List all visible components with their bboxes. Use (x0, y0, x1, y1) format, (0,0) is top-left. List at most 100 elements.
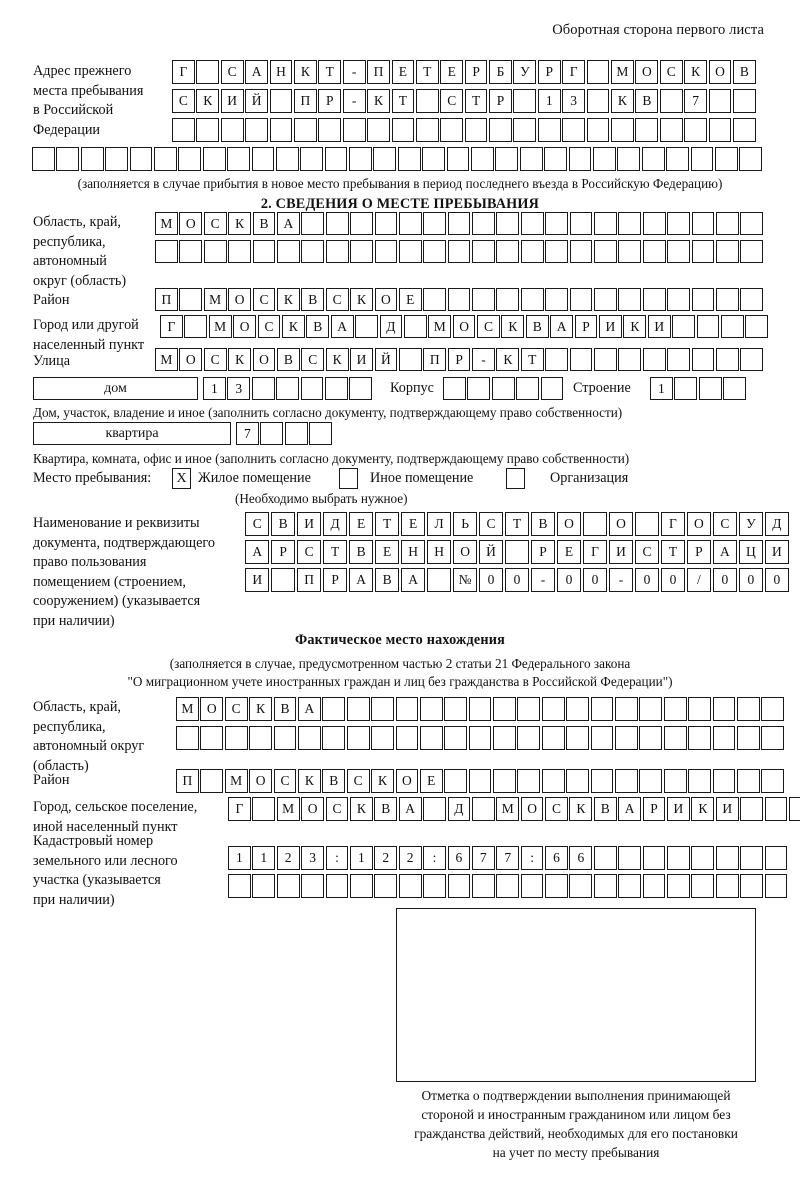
street-cell-13[interactable]: Р (447, 348, 471, 371)
prev-address-cell-14[interactable]: Б (489, 60, 512, 84)
stroenie-cell-1[interactable]: 1 (650, 377, 673, 400)
document-cell-6[interactable]: Т (374, 512, 400, 536)
district-cell-21[interactable] (642, 288, 666, 311)
region-cell-18[interactable] (569, 212, 593, 235)
region-cell-17[interactable] (545, 212, 569, 235)
district-cell-8[interactable]: С (325, 288, 349, 311)
prev-address-cell-6[interactable]: П (293, 89, 317, 113)
document-cell-5[interactable]: Е (348, 512, 374, 536)
cadastral-cell-13[interactable] (520, 874, 544, 898)
actual-region-cell-16[interactable] (541, 697, 565, 721)
city-cell-8[interactable]: А (330, 315, 354, 338)
prev-address-cell-19[interactable] (611, 118, 634, 142)
actual-city-cell-3[interactable]: М (276, 797, 300, 821)
street-cell-20[interactable] (618, 348, 642, 371)
house-cell-7[interactable] (349, 377, 373, 400)
region-cell-16[interactable] (520, 240, 544, 263)
region-cell-5[interactable] (252, 240, 276, 263)
actual-district-cell-14[interactable] (493, 769, 516, 793)
street-cell-21[interactable] (642, 348, 666, 371)
prev-address-cell-23[interactable] (708, 89, 732, 113)
document-cell-8[interactable]: Л (426, 512, 452, 536)
region-cell-16[interactable] (520, 212, 544, 235)
actual-city-cell-19[interactable]: И (667, 797, 690, 821)
region-cell-8[interactable] (325, 240, 349, 263)
prev-address-cell-17[interactable] (562, 118, 586, 142)
region-cell-19[interactable] (594, 212, 617, 235)
street-cell-11[interactable] (398, 348, 422, 371)
document-cell-20[interactable]: Ц (738, 540, 764, 564)
street-cell-23[interactable] (691, 348, 715, 371)
cadastral-cell-22[interactable] (740, 846, 763, 870)
document-row-3[interactable]: И П Р А В А № 0 0-0 0-0 0/0 0 0 (245, 568, 790, 592)
actual-district-cell-19[interactable] (615, 769, 638, 793)
city-cell-25[interactable] (745, 315, 769, 338)
region-row-2[interactable] (155, 240, 764, 263)
prev-address-cell-15[interactable] (373, 147, 397, 171)
cadastral-cell-9[interactable] (423, 874, 446, 898)
cadastral-cell-7[interactable] (374, 874, 398, 898)
prev-address-cell-2[interactable] (196, 60, 220, 84)
actual-region-cell-19[interactable] (615, 697, 638, 721)
korpus-cells[interactable] (443, 377, 564, 400)
region-cell-6[interactable] (276, 240, 300, 263)
actual-region-cell-5[interactable] (273, 726, 297, 750)
prev-address-cell-23[interactable]: О (708, 60, 732, 84)
prev-address-cell-1[interactable]: С (172, 89, 195, 113)
actual-city-cell-12[interactable]: М (496, 797, 520, 821)
cadastral-cell-21[interactable] (715, 846, 739, 870)
document-cell-1[interactable]: С (245, 512, 270, 536)
actual-city-cell-15[interactable]: К (569, 797, 593, 821)
prev-address-cell-10[interactable] (251, 147, 275, 171)
document-cell-8[interactable]: Н (426, 540, 452, 564)
region-cell-9[interactable] (350, 212, 373, 235)
prev-address-cell-22[interactable]: К (684, 60, 707, 84)
prev-address-cell-22[interactable] (544, 147, 567, 171)
prev-address-cell-16[interactable]: 1 (537, 89, 561, 113)
actual-district-cell-1[interactable]: П (176, 769, 199, 793)
cadastral-cell-5[interactable]: : (325, 846, 349, 870)
prev-address-cell-23[interactable] (708, 118, 732, 142)
prev-address-cell-9[interactable] (227, 147, 250, 171)
cadastral-cell-16[interactable] (593, 846, 617, 870)
prev-address-cell-13[interactable]: Т (464, 89, 488, 113)
document-cell-13[interactable]: О (556, 512, 582, 536)
district-cell-19[interactable] (594, 288, 617, 311)
region-cell-14[interactable] (472, 240, 495, 263)
prev-address-cell-13[interactable] (324, 147, 348, 171)
actual-district-cell-17[interactable] (566, 769, 590, 793)
document-cell-2[interactable]: Р (270, 540, 296, 564)
actual-region-cell-8[interactable] (346, 726, 370, 750)
document-cell-12[interactable]: В (530, 512, 556, 536)
street-cell-24[interactable] (715, 348, 739, 371)
district-cell-7[interactable]: В (301, 288, 325, 311)
actual-city-cell-16[interactable]: В (593, 797, 617, 821)
region-cell-7[interactable] (301, 240, 325, 263)
prev-address-cell-29[interactable] (714, 147, 738, 171)
city-cell-2[interactable] (184, 315, 208, 338)
document-cell-17[interactable]: 0 (660, 568, 686, 592)
document-cell-6[interactable]: Е (374, 540, 400, 564)
document-cell-14[interactable] (582, 512, 608, 536)
region-cell-18[interactable] (569, 240, 593, 263)
prev-address-cell-11[interactable] (415, 118, 439, 142)
street-cell-14[interactable]: - (472, 348, 495, 371)
prev-address-cell-16[interactable]: Р (537, 60, 561, 84)
region-cell-24[interactable] (715, 212, 739, 235)
prev-address-cell-10[interactable] (391, 118, 415, 142)
actual-region-cell-5[interactable]: В (273, 697, 297, 721)
actual-region-cell-4[interactable]: К (249, 697, 272, 721)
flat-cell-1[interactable]: 7 (236, 422, 259, 445)
region-cell-11[interactable] (398, 212, 422, 235)
korpus-cell-1[interactable] (443, 377, 466, 400)
cadastral-cell-11[interactable] (471, 874, 495, 898)
street-cell-18[interactable] (569, 348, 593, 371)
house-cell-6[interactable] (324, 377, 348, 400)
street-cell-8[interactable]: К (325, 348, 349, 371)
prev-address-cell-2[interactable] (196, 118, 220, 142)
actual-city-cell-20[interactable]: К (691, 797, 715, 821)
prev-address-cell-6[interactable] (293, 118, 317, 142)
region-cell-25[interactable] (740, 240, 764, 263)
